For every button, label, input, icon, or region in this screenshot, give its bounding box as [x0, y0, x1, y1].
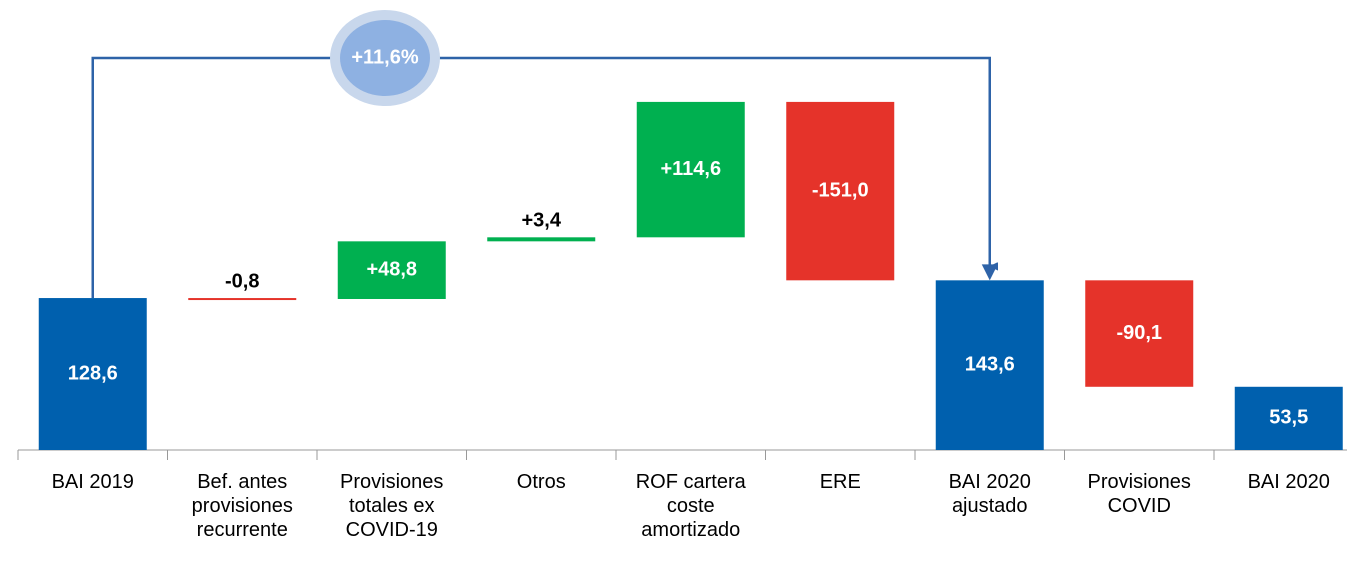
label-line: ROF cartera: [636, 471, 747, 493]
x-tick-label: Bef. antes provisiones recurrente: [192, 471, 293, 541]
bar: [337, 241, 446, 299]
value-label: +114,6: [660, 158, 721, 180]
bar: [38, 298, 147, 450]
bubble-inner: [340, 20, 430, 96]
x-tick-label: BAI 2020 ajustado: [949, 471, 1031, 517]
value-label: +48,8: [366, 258, 417, 280]
label-line: BAI 2019: [52, 471, 134, 493]
label-line: coste: [667, 495, 715, 517]
value-label: 128,6: [68, 362, 118, 384]
bar: [188, 298, 297, 301]
label-line: recurrente: [197, 519, 288, 541]
label-line: Bef. antes: [197, 471, 287, 493]
label-line: Otros: [517, 471, 566, 493]
label-line: BAI 2020: [1248, 471, 1330, 493]
label-line: COVID-19: [346, 519, 438, 541]
x-tick-label: BAI 2019: [52, 471, 134, 493]
label-line: totales ex: [349, 495, 435, 517]
x-tick-label: Provisiones COVID: [1088, 471, 1191, 517]
bar: [786, 101, 895, 281]
label-line: provisiones: [192, 495, 293, 517]
value-label: 53,5: [1269, 407, 1308, 429]
bar: [935, 280, 1044, 450]
annotation: +11,6%: [351, 46, 419, 68]
x-tick-label: Provisiones totales ex COVID-19: [340, 471, 443, 541]
bar: [636, 101, 745, 238]
label-line: Provisiones: [1088, 471, 1191, 493]
label-line: BAI 2020: [949, 471, 1031, 493]
value-label: -0,8: [225, 270, 259, 292]
x-tick-label: ERE: [820, 471, 861, 493]
label-line: amortizado: [641, 519, 740, 541]
x-tick-label: Otros: [517, 471, 566, 493]
connector: [91, 56, 990, 299]
arrow-head: [981, 264, 998, 281]
bar: [487, 237, 596, 242]
label-line: Provisiones: [340, 471, 443, 493]
x-tick-label: ROF cartera coste amortizado: [636, 471, 747, 541]
bar: [1234, 386, 1343, 450]
label-line: ERE: [820, 471, 861, 493]
value-label: +3,4: [522, 210, 562, 232]
bar: [1085, 280, 1194, 387]
label-line: COVID: [1108, 495, 1171, 517]
label-line: ajustado: [952, 495, 1028, 517]
value-label: 143,6: [965, 353, 1015, 375]
value-label: -151,0: [812, 179, 869, 201]
x-tick-label: BAI 2020: [1248, 471, 1330, 493]
value-label: -90,1: [1116, 322, 1162, 344]
